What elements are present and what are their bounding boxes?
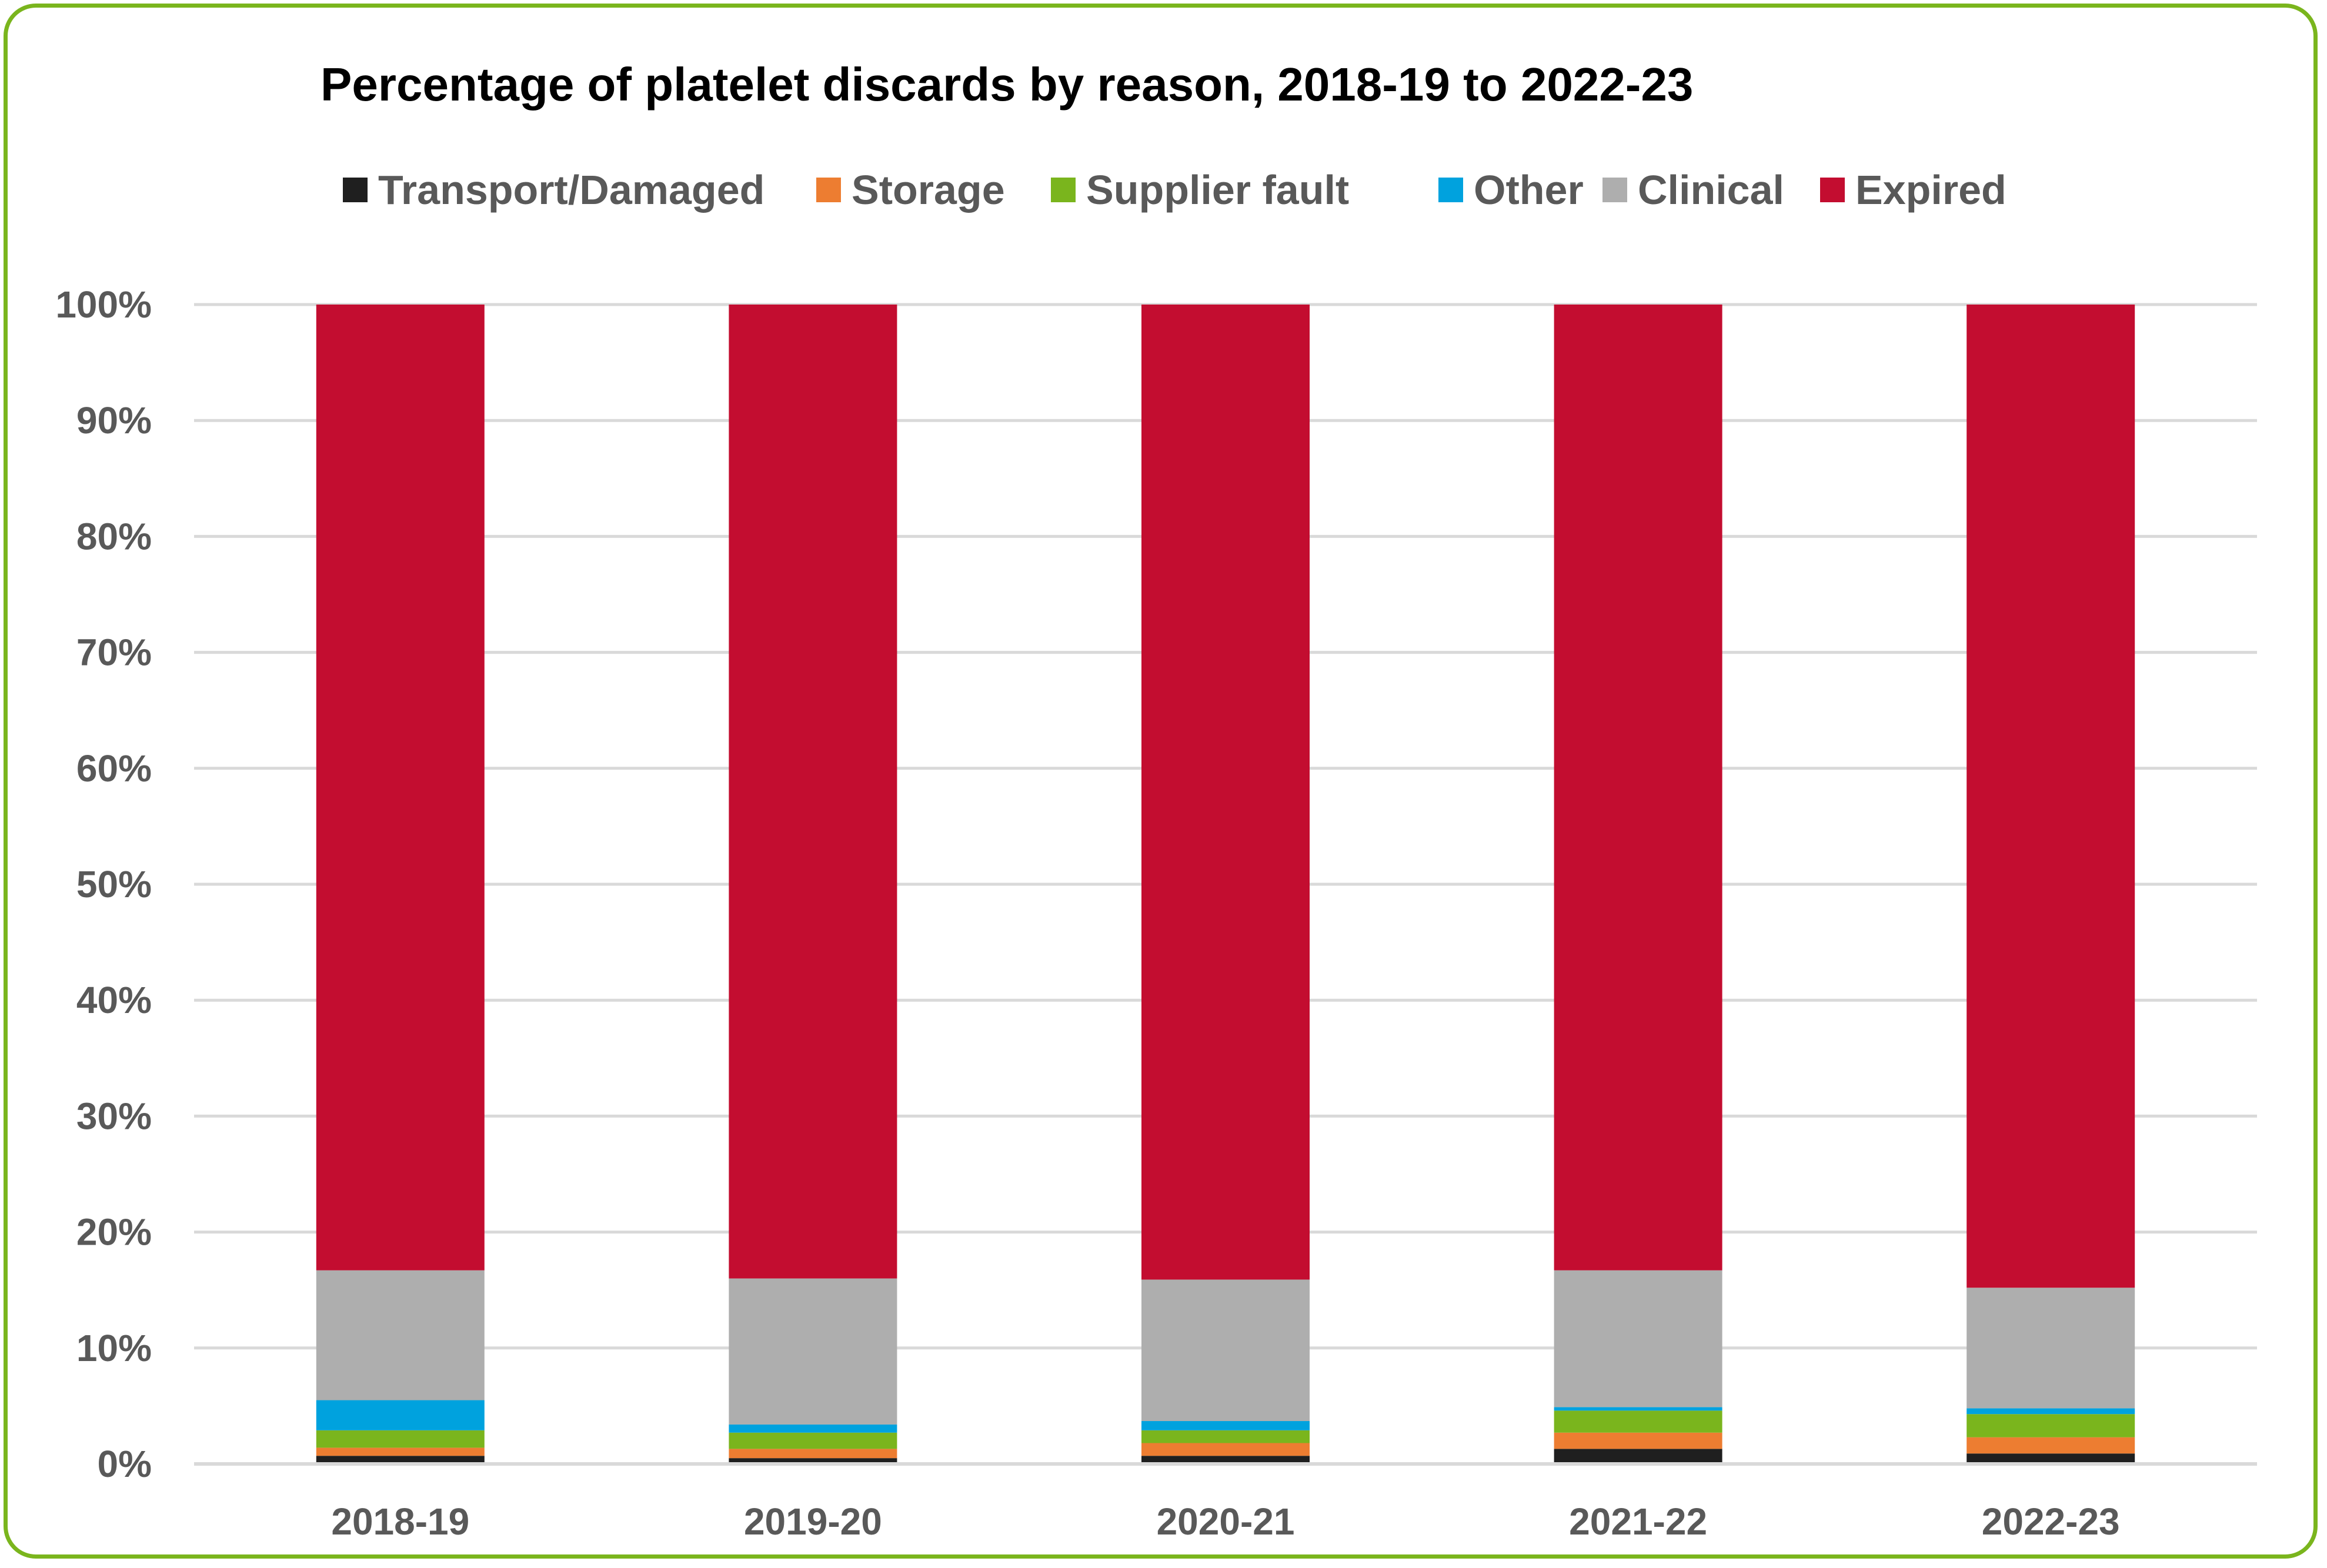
y-tick-label: 10% [76, 1327, 152, 1369]
legend-item: Clinical [1602, 163, 1784, 216]
y-tick-label: 40% [76, 979, 152, 1021]
x-tick-label: 2020-21 [1157, 1500, 1295, 1543]
bar-segment-transport-damaged [316, 1456, 485, 1464]
bar-segment-transport-damaged [729, 1458, 897, 1464]
legend-item: Other [1438, 163, 1584, 216]
legend-label: Clinical [1638, 167, 1784, 213]
chart-title: Percentage of platelet discards by reaso… [320, 58, 1694, 111]
bar-segment-storage [1967, 1437, 2135, 1454]
x-tick-label: 2018-19 [331, 1500, 469, 1543]
bar-segment-expired [316, 305, 485, 1271]
legend-swatch [1820, 178, 1845, 202]
legend-item: Expired [1820, 163, 2007, 216]
x-tick-label: 2021-22 [1569, 1500, 1707, 1543]
bar-segment-other [1554, 1407, 1722, 1411]
bar-segment-expired [1141, 305, 1310, 1280]
y-tick-label: 90% [76, 399, 152, 442]
bar-segment-clinical [1967, 1288, 2135, 1409]
legend: Transport/Damaged Storage Supplier fault Ot… [0, 163, 2327, 216]
bar-segment-supplier-fault [316, 1430, 485, 1448]
y-tick-label: 80% [76, 515, 152, 557]
x-tick-label: 2022-23 [1982, 1500, 2120, 1543]
bar-segment-supplier-fault [1967, 1414, 2135, 1437]
y-tick-label: 70% [76, 631, 152, 674]
bar-segment-supplier-fault [729, 1432, 897, 1449]
bar-segment-storage [729, 1449, 897, 1459]
bar-segment-supplier-fault [1554, 1410, 1722, 1433]
bar-segment-storage [316, 1447, 485, 1456]
bar-segment-transport-damaged [1967, 1453, 2135, 1464]
legend-item: Transport/Damaged [343, 163, 764, 216]
bar-segment-expired [729, 305, 897, 1279]
bar-segment-other [1967, 1408, 2135, 1415]
bar-segment-clinical [1554, 1270, 1722, 1407]
bar-segment-transport-damaged [1141, 1456, 1310, 1464]
y-tick-label: 20% [76, 1211, 152, 1253]
legend-item: Storage [816, 163, 1005, 216]
bar-segment-clinical [316, 1270, 485, 1400]
x-tick-label: 2019-20 [744, 1500, 882, 1543]
bar-segment-clinical [1141, 1279, 1310, 1422]
bar-segment-expired [1967, 305, 2135, 1288]
y-tick-label: 60% [76, 747, 152, 790]
bar-segment-expired [1554, 305, 1722, 1271]
legend-swatch [1438, 178, 1463, 202]
legend-label: Storage [852, 167, 1005, 213]
bar-segment-other [316, 1400, 485, 1430]
legend-label: Other [1474, 167, 1584, 213]
y-tick-label: 50% [76, 863, 152, 905]
bar-segment-supplier-fault [1141, 1430, 1310, 1443]
legend-item: Supplier fault [1051, 163, 1349, 216]
bar-segment-storage [1554, 1432, 1722, 1449]
legend-label: Expired [1855, 167, 2007, 213]
bar-segment-storage [1141, 1443, 1310, 1456]
bar-segment-clinical [729, 1278, 897, 1425]
y-tick-label: 0% [98, 1443, 152, 1485]
legend-swatch [343, 178, 368, 202]
y-tick-label: 30% [76, 1095, 152, 1137]
legend-swatch [1602, 178, 1627, 202]
bar-segment-other [1141, 1421, 1310, 1430]
legend-swatch [816, 178, 841, 202]
bar-segment-other [729, 1424, 897, 1433]
y-tick-label: 100% [55, 283, 152, 326]
legend-label: Transport/Damaged [378, 167, 765, 213]
legend-swatch [1051, 178, 1076, 202]
bar-segment-transport-damaged [1554, 1449, 1722, 1464]
legend-label: Supplier fault [1086, 167, 1350, 213]
